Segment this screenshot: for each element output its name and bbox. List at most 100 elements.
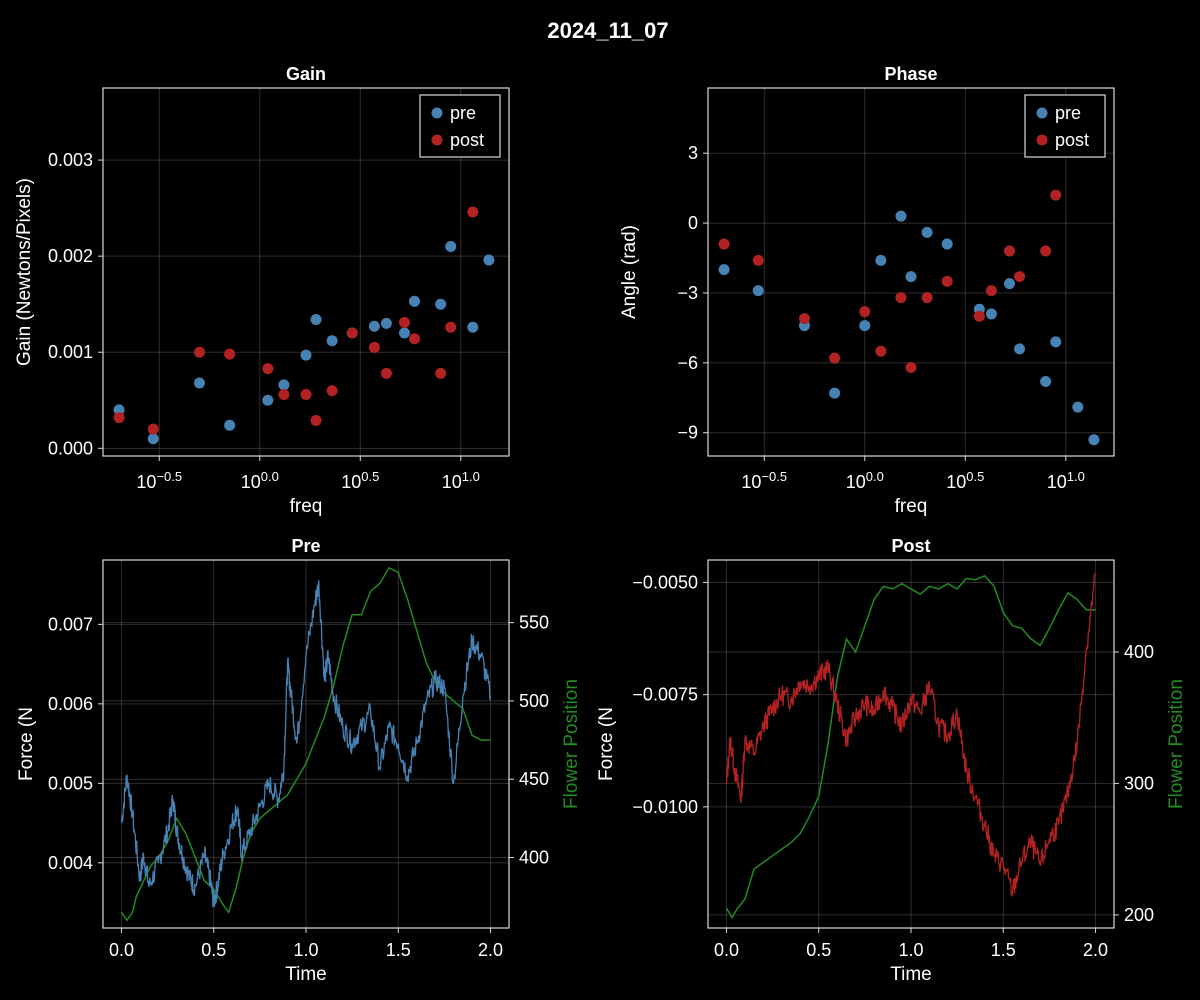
pre-ytick-label: 0.004 xyxy=(48,853,93,873)
gain-ytick-label: 0.001 xyxy=(48,342,93,362)
gain-point-post xyxy=(380,367,392,379)
phase-point-pre xyxy=(859,320,871,332)
post-title: Post xyxy=(891,536,930,556)
gain-panel: 10−0.5 100.0 100.5 101.0 0.000 0.001 0.002 0.00… xyxy=(14,64,510,517)
phase-point-post xyxy=(973,310,985,322)
phase-point-post xyxy=(1040,245,1052,257)
figure-title: 2024_11_07 xyxy=(547,18,668,43)
phase-point-post xyxy=(752,254,764,266)
phase-xtick-label: 100.5 xyxy=(946,469,984,493)
pre-xtick-label: 1.0 xyxy=(293,940,318,960)
phase-point-pre xyxy=(895,210,907,222)
gain-point-post xyxy=(346,327,358,339)
gain-xtick-label: 100.0 xyxy=(241,469,279,493)
phase-ytick-label: 0 xyxy=(688,213,698,233)
gain-point-post xyxy=(326,385,338,397)
pre-xtick-label: 0.0 xyxy=(109,940,134,960)
pre-ytick-label: 0.007 xyxy=(48,614,93,634)
phase-point-pre xyxy=(941,238,953,250)
post-y2label: Flower Position xyxy=(1166,679,1187,809)
phase-ytick-label: 3 xyxy=(688,143,698,163)
post-y2tick-label: 400 xyxy=(1124,642,1154,662)
gain-point-post xyxy=(368,341,380,353)
post-xtick-label: 0.5 xyxy=(806,940,831,960)
pre-y2tick-label: 450 xyxy=(519,769,549,789)
phase-point-pre xyxy=(1050,336,1062,348)
phase-point-post xyxy=(859,306,871,318)
gain-legend: pre post xyxy=(419,94,501,158)
gain-point-post xyxy=(435,367,447,379)
pre-flower-line xyxy=(120,566,491,922)
gain-point-pre xyxy=(193,377,205,389)
post-force-line xyxy=(725,573,1097,898)
gain-point-pre xyxy=(467,321,479,333)
gain-xtick-label: 100.5 xyxy=(341,469,379,493)
phase-xlabel: freq xyxy=(895,496,928,517)
phase-xtick-label: 10−0.5 xyxy=(741,469,787,493)
phase-legend-frame xyxy=(1024,94,1106,158)
phase-point-pre xyxy=(1003,278,1015,290)
phase-point-pre xyxy=(752,285,764,297)
phase-legend-label-post: post xyxy=(1055,130,1089,150)
pre-y2label: Flower Position xyxy=(561,679,582,809)
phase-legend-marker-pre xyxy=(1036,107,1048,119)
gain-xtick-label: 10−0.5 xyxy=(136,469,182,493)
gain-point-post xyxy=(262,363,274,375)
phase-ytick-label: −9 xyxy=(677,423,698,443)
pre-ytick-label: 0.006 xyxy=(48,694,93,714)
post-xtick-label: 1.0 xyxy=(898,940,923,960)
gain-ytick-label: 0.000 xyxy=(48,438,93,458)
phase-xtick-label: 101.0 xyxy=(1047,469,1085,493)
post-ylabel: Force (N xyxy=(596,707,617,781)
gain-point-post xyxy=(147,423,159,435)
phase-point-pre xyxy=(905,271,917,283)
gain-plot-frame xyxy=(102,87,510,457)
gain-ytick-label: 0.003 xyxy=(48,150,93,170)
gain-point-post xyxy=(398,316,410,328)
post-y2tick-label: 300 xyxy=(1124,773,1154,793)
phase-point-pre xyxy=(1072,401,1084,413)
pre-xlabel: Time xyxy=(285,964,327,985)
phase-point-pre xyxy=(1014,343,1026,355)
gain-point-pre xyxy=(262,394,274,406)
post-xtick-label: 0.0 xyxy=(714,940,739,960)
pre-y2tick-label: 550 xyxy=(519,613,549,633)
phase-point-pre xyxy=(1040,375,1052,387)
gain-point-pre xyxy=(310,314,322,326)
gain-point-pre xyxy=(326,335,338,347)
phase-point-post xyxy=(895,292,907,304)
phase-point-pre xyxy=(718,264,730,276)
gain-ytick-label: 0.002 xyxy=(48,246,93,266)
phase-xtick-label: 100.0 xyxy=(846,469,884,493)
pre-xtick-label: 2.0 xyxy=(478,940,503,960)
gain-legend-marker-pre xyxy=(431,107,443,119)
phase-ytick-label: −3 xyxy=(677,283,698,303)
phase-point-post xyxy=(798,313,810,325)
gain-point-pre xyxy=(409,295,421,307)
gain-point-pre xyxy=(483,254,495,266)
phase-point-pre xyxy=(1088,434,1100,446)
phase-point-pre xyxy=(829,387,841,399)
gain-legend-label-post: post xyxy=(450,130,484,150)
gain-point-pre xyxy=(435,298,447,310)
gain-legend-label-pre: pre xyxy=(450,103,476,123)
phase-ylabel: Angle (rad) xyxy=(619,225,640,319)
post-ytick-label: −0.0050 xyxy=(632,572,698,592)
gain-point-post xyxy=(224,348,236,360)
gain-ylabel: Gain (Newtons/Pixels) xyxy=(14,178,35,366)
post-panel: 0.0 0.5 1.0 1.5 2.0 −0.0100 −0.0075 −0.0050 200 3… xyxy=(596,536,1187,985)
pre-xtick-label: 1.5 xyxy=(386,940,411,960)
phase-point-post xyxy=(829,352,841,364)
phase-legend: pre post xyxy=(1024,94,1106,158)
phase-point-post xyxy=(1014,271,1026,283)
post-xlabel: Time xyxy=(890,964,932,985)
pre-title: Pre xyxy=(291,536,320,556)
phase-plot-frame xyxy=(707,87,1115,457)
pre-xtick-label: 0.5 xyxy=(201,940,226,960)
phase-point-post xyxy=(718,238,730,250)
pre-y2tick-label: 500 xyxy=(519,691,549,711)
post-xtick-label: 1.5 xyxy=(991,940,1016,960)
gain-point-post xyxy=(467,206,479,218)
phase-panel: 10−0.5 100.0 100.5 101.0 −9 −6 −3 0 3 Phase freq An… xyxy=(619,64,1115,517)
phase-point-post xyxy=(921,292,933,304)
